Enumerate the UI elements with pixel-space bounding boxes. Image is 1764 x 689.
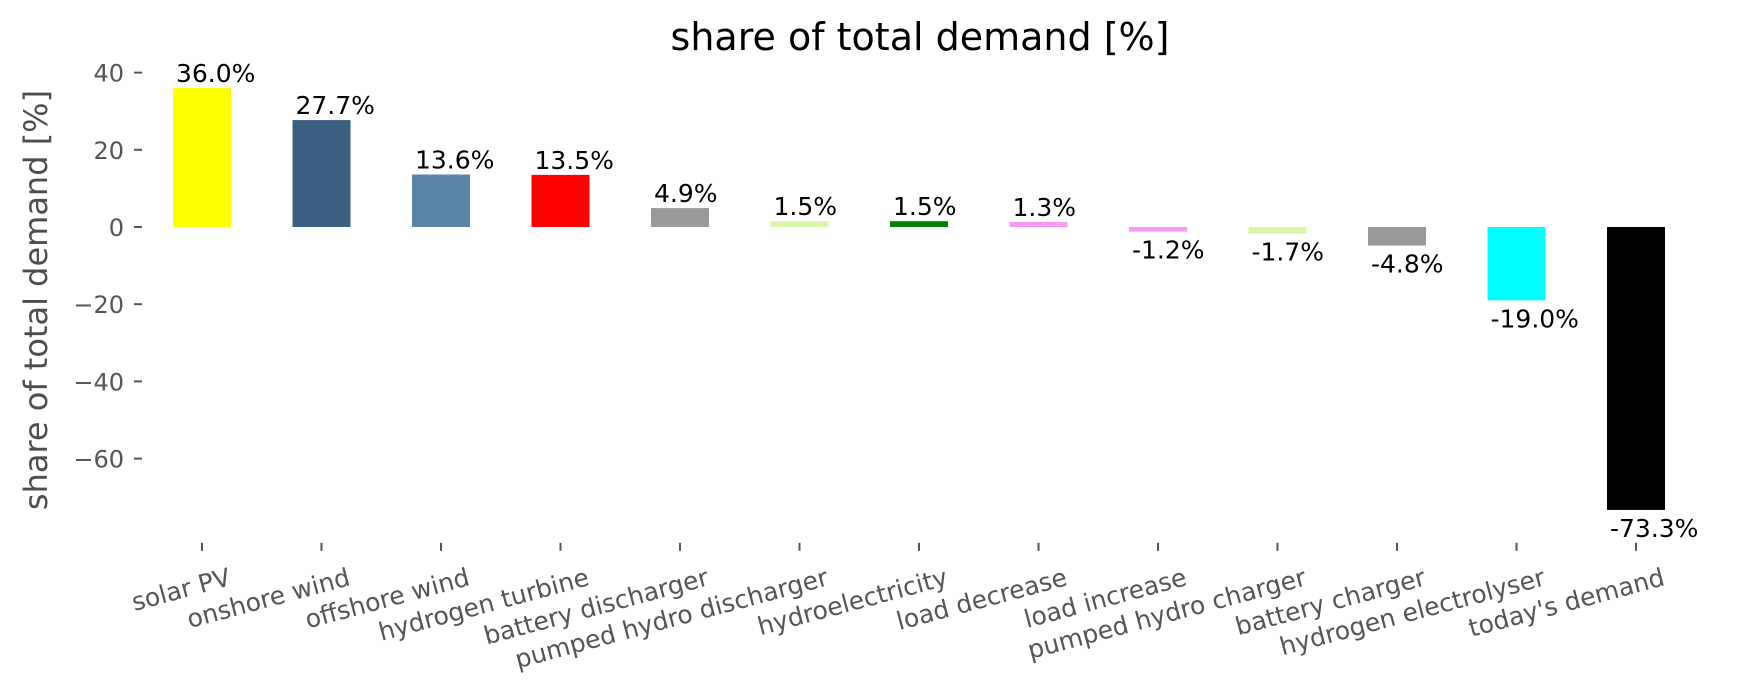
bar [1248,227,1307,234]
y-axis: 40 20 0 −20 −40 −60 [73,60,142,474]
data-label: 1.3% [1013,193,1077,222]
bar [173,88,231,227]
data-label: -73.3% [1610,514,1698,543]
data-label: 1.5% [774,192,838,221]
bar [1129,227,1187,232]
data-label: -4.8% [1371,250,1444,279]
bar [412,174,470,227]
bars [173,88,1665,510]
bar [1487,227,1546,301]
data-label: 4.9% [654,179,718,208]
data-label: 27.7% [296,91,375,120]
y-tick-label: −20 [73,291,124,319]
bar [651,208,709,227]
bar [1607,227,1665,510]
y-tick-label: 0 [109,214,124,242]
bar [1009,221,1068,227]
bar [531,174,590,227]
y-axis-label: share of total demand [%] [17,90,55,510]
bar [292,120,351,227]
y-tick-label: 40 [93,60,124,88]
chart-title: share of total demand [%] [671,15,1170,59]
y-tick-label: −40 [73,368,124,396]
bar [1368,227,1426,246]
data-label: 13.6% [415,146,494,175]
bar [770,221,829,227]
data-label: -19.0% [1491,304,1579,333]
bar [890,221,948,227]
data-label: -1.7% [1252,238,1325,267]
value-labels: 36.0% 27.7% 13.6% 13.5% 4.9% 1.5% 1.5% 1.3% -1.2… [176,59,1698,543]
data-label: 1.5% [893,192,957,221]
data-label: 13.5% [535,146,614,175]
y-tick-label: −60 [73,446,124,474]
data-label: -1.2% [1132,236,1205,265]
data-label: 36.0% [176,59,255,88]
y-tick-label: 20 [93,137,124,165]
